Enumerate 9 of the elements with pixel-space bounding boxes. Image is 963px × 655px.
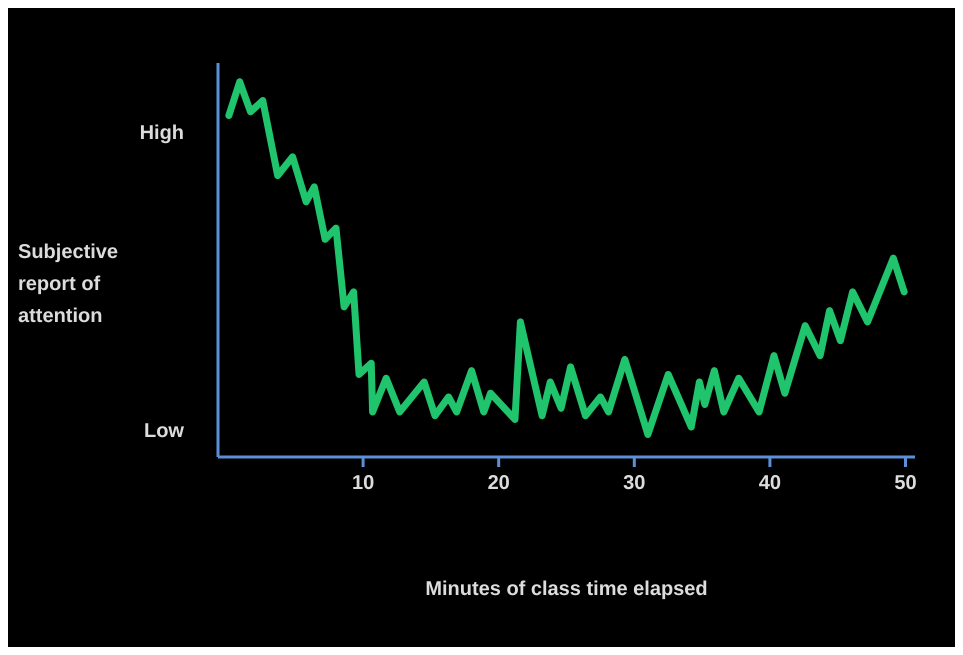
text: High [140,122,184,145]
x-tick-label: 30 [623,472,646,494]
y-axis-title: Subjective report of attention [18,240,120,329]
x-tick-label: 20 [488,472,510,494]
x-axis-title: Minutes of class time elapsed [424,578,709,601]
x-tick-label: 10 [352,472,374,494]
x-tick-label: 40 [758,472,782,494]
x-tick-label: 50 [894,472,917,494]
text: Low [144,420,184,443]
